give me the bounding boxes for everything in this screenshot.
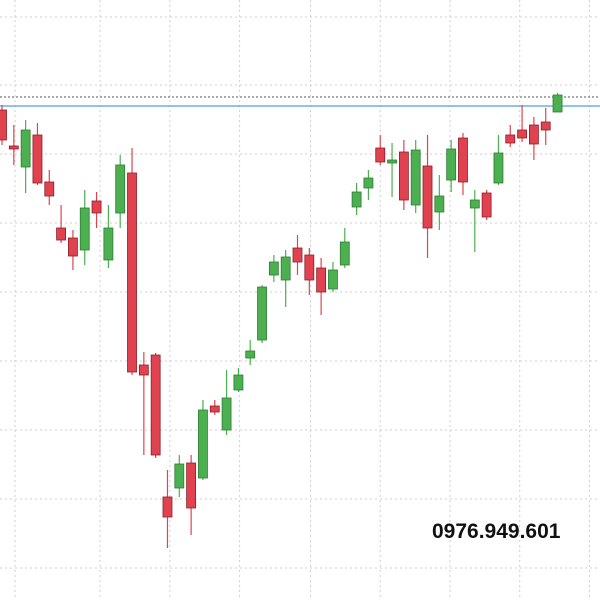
candle-body	[304, 254, 315, 281]
candle-body	[103, 227, 114, 261]
candle-body	[469, 199, 480, 209]
candle-body	[32, 134, 43, 184]
candle-body	[56, 227, 66, 241]
candle-body	[44, 181, 55, 197]
candles	[0, 93, 563, 548]
candle-body	[91, 200, 102, 214]
candle-body	[0, 109, 7, 141]
candle-body	[529, 124, 539, 145]
candle-body	[20, 129, 31, 168]
candle-body	[552, 94, 563, 113]
candle-body	[446, 148, 457, 181]
candle-body	[115, 164, 126, 214]
candle-body	[8, 145, 19, 150]
candle-body	[198, 409, 208, 479]
candle-body	[363, 177, 374, 189]
candle-body	[150, 354, 161, 456]
candle-body	[398, 151, 409, 201]
candle-body	[517, 129, 527, 139]
candle-body	[174, 463, 185, 489]
candle-body	[79, 207, 90, 251]
levels	[0, 96, 600, 107]
candle-body	[505, 134, 516, 144]
candle-body	[268, 261, 279, 276]
candle-body	[422, 165, 433, 229]
candle-body	[138, 364, 149, 376]
candle-body	[540, 121, 551, 131]
candle-body	[186, 462, 197, 509]
candle-body	[292, 247, 303, 263]
candle-body	[493, 152, 504, 184]
candle-body	[209, 405, 220, 413]
candle-body	[375, 147, 386, 163]
candle-body	[162, 496, 173, 518]
candle-body	[410, 149, 421, 206]
candle-body	[245, 350, 256, 359]
candle-body	[339, 241, 350, 266]
candle-body	[458, 137, 468, 183]
candle-body	[68, 237, 78, 257]
candle-body	[434, 195, 445, 213]
candle-body	[387, 159, 397, 164]
candle-body	[280, 256, 291, 281]
candle-body	[257, 286, 267, 341]
candle-body	[127, 172, 137, 373]
candle-body	[351, 191, 362, 208]
watermark: 0976.949.601	[432, 520, 561, 543]
candle-body	[221, 397, 232, 431]
candle-body	[316, 267, 327, 293]
candle-body	[328, 269, 338, 290]
candle-body	[481, 192, 492, 218]
candle-body	[233, 374, 244, 391]
